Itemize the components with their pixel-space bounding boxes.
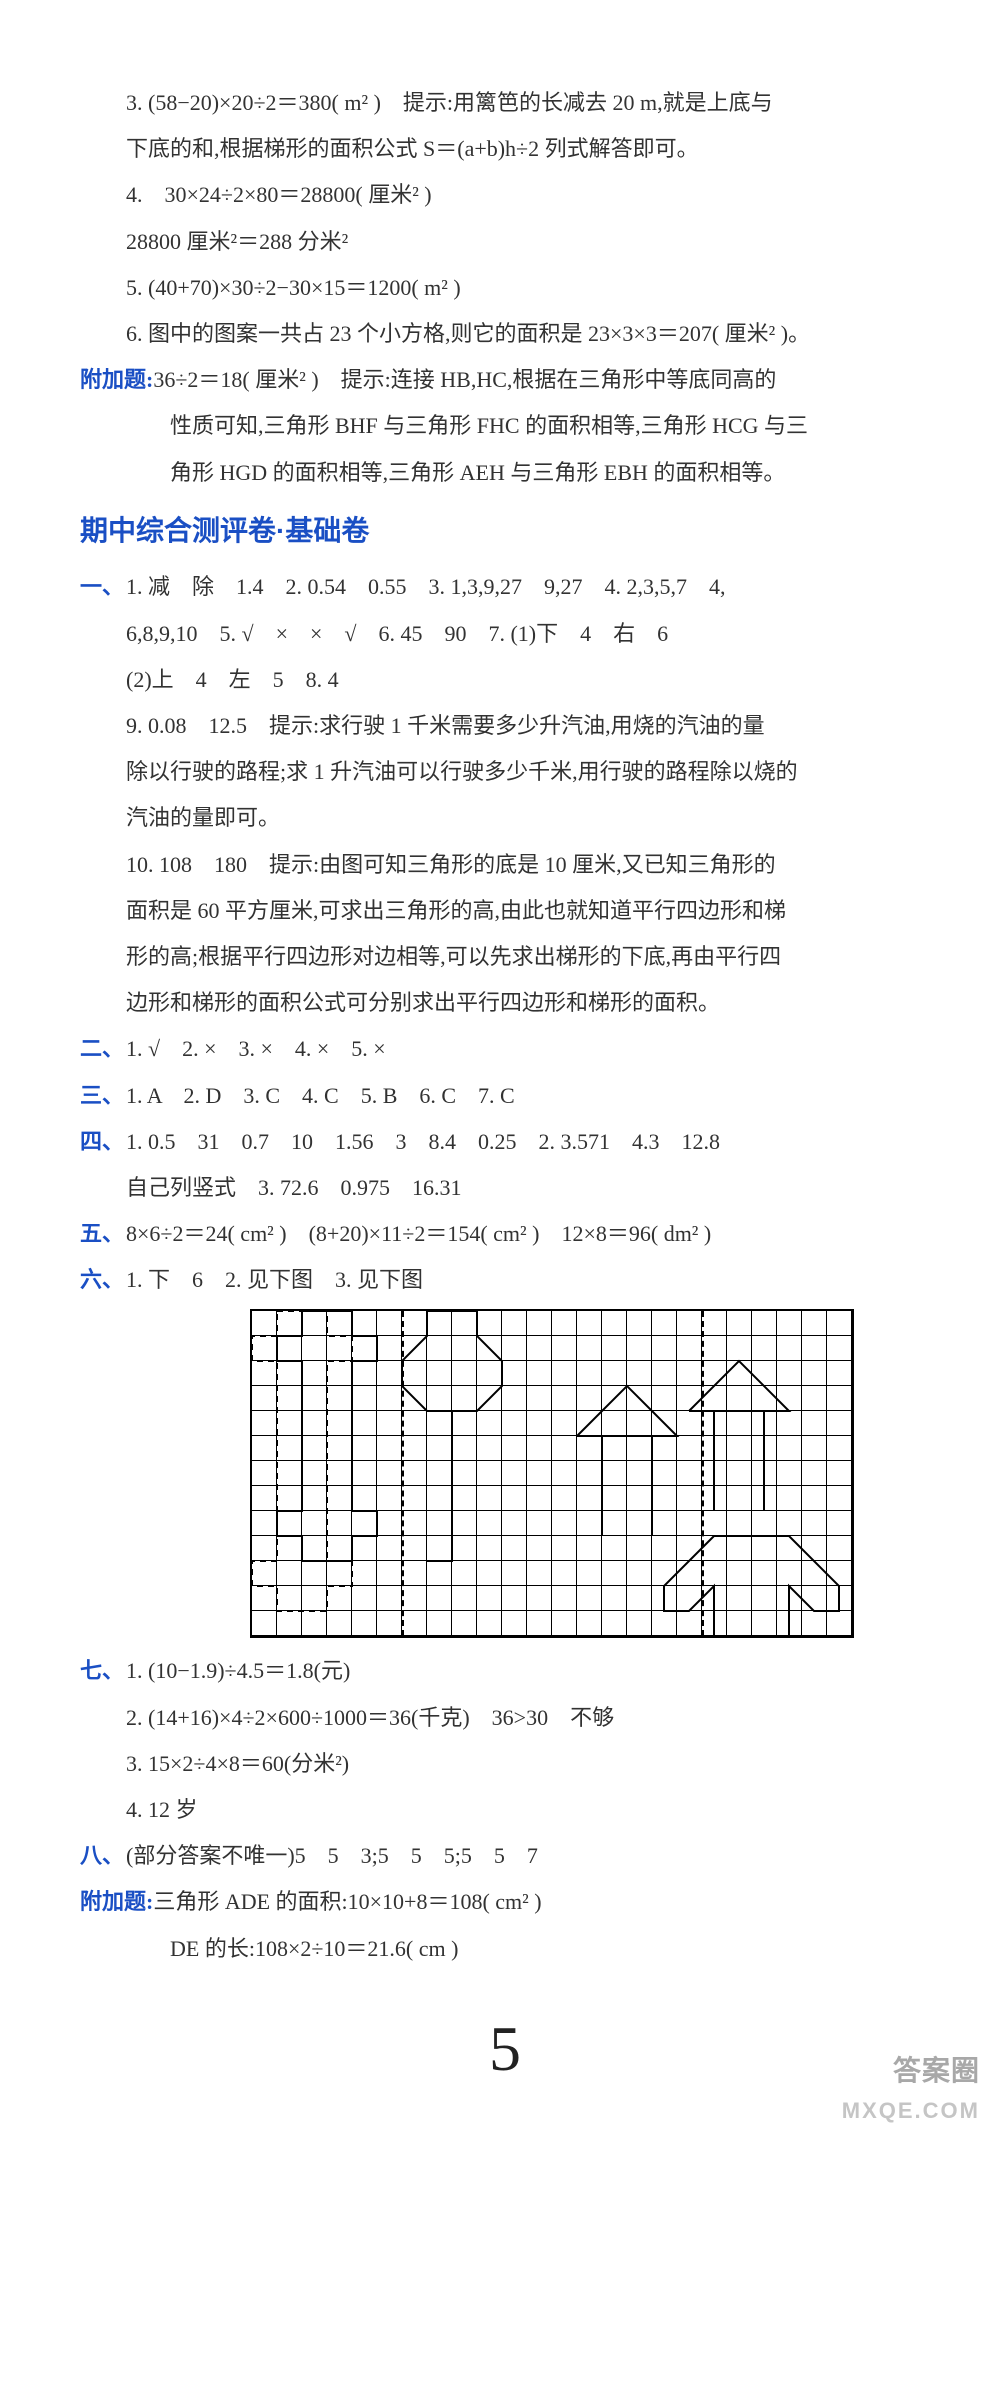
s1-l8: 面积是 60 平方厘米,可求出三角形的高,由此也就知道平行四边形和梯 bbox=[126, 888, 930, 934]
section-1: 一、 1. 减 除 1.4 2. 0.54 0.55 3. 1,3,9,27 9… bbox=[80, 564, 930, 1026]
section-4: 四、 1. 0.5 31 0.7 10 1.56 3 8.4 0.25 2. 3… bbox=[80, 1119, 930, 1211]
section-heading: 期中综合测评卷·基础卷 bbox=[80, 502, 930, 561]
s2-l1: 1. √ 2. × 3. × 4. × 5. × bbox=[126, 1026, 930, 1072]
s3-l1: 1. A 2. D 3. C 4. C 5. B 6. C 7. C bbox=[126, 1073, 930, 1119]
s1-l4: 9. 0.08 12.5 提示:求行驶 1 千米需要多少升汽油,用烧的汽油的量 bbox=[126, 703, 930, 749]
section-7: 七、 1. (10−1.9)÷4.5＝1.8(元) 2. (14+16)×4÷2… bbox=[80, 1648, 930, 1833]
section-3-label: 三、 bbox=[80, 1073, 126, 1119]
top-line-5: 5. (40+70)×30÷2−30×15＝1200( m² ) bbox=[80, 265, 930, 311]
section-8-label: 八、 bbox=[80, 1833, 126, 1879]
s1-l6: 汽油的量即可。 bbox=[126, 795, 930, 841]
section-8: 八、 (部分答案不唯一)5 5 3;5 5 5;5 5 7 bbox=[80, 1833, 930, 1879]
section-7-label: 七、 bbox=[80, 1648, 126, 1833]
s7-l2: 2. (14+16)×4÷2×600÷1000＝36(千克) 36>30 不够 bbox=[126, 1695, 930, 1741]
s1-l2: 6,8,9,10 5. √ × × √ 6. 45 90 7. (1)下 4 右… bbox=[126, 611, 930, 657]
s4-l1: 1. 0.5 31 0.7 10 1.56 3 8.4 0.25 2. 3.57… bbox=[126, 1119, 930, 1165]
section-2: 二、 1. √ 2. × 3. × 4. × 5. × bbox=[80, 1026, 930, 1072]
top-line-3: 3. (58−20)×20÷2＝380( m² ) 提示:用篱笆的长减去 20 … bbox=[80, 80, 930, 126]
s7-l3: 3. 15×2÷4×8＝60(分米²) bbox=[126, 1741, 930, 1787]
section-2-label: 二、 bbox=[80, 1026, 126, 1072]
s4-l2: 自己列竖式 3. 72.6 0.975 16.31 bbox=[126, 1165, 930, 1211]
s1-l1: 1. 减 除 1.4 2. 0.54 0.55 3. 1,3,9,27 9,27… bbox=[126, 564, 930, 610]
s1-l9: 形的高;根据平行四边形对边相等,可以先求出梯形的下底,再由平行四 bbox=[126, 934, 930, 980]
grid-diagram-wrap bbox=[80, 1309, 930, 1638]
s7-l1: 1. (10−1.9)÷4.5＝1.8(元) bbox=[126, 1648, 930, 1694]
top-line-4b: 28800 厘米²＝288 分米² bbox=[80, 219, 930, 265]
grid-diagram bbox=[250, 1309, 854, 1638]
section-6: 六、 1. 下 6 2. 见下图 3. 见下图 bbox=[80, 1257, 930, 1303]
extra2-line1: 附加题:三角形 ADE 的面积:10×10+8＝108( cm² ) bbox=[80, 1879, 930, 1925]
extra2-line2: DE 的长:108×2÷10＝21.6( cm ) bbox=[80, 1926, 930, 1972]
s1-l5: 除以行驶的路程;求 1 升汽油可以行驶多少千米,用行驶的路程除以烧的 bbox=[126, 749, 930, 795]
s5-l1: 8×6÷2＝24( cm² ) (8+20)×11÷2＝154( cm² ) 1… bbox=[126, 1211, 930, 1257]
top-line-4: 4. 30×24÷2×80＝28800( 厘米² ) bbox=[80, 172, 930, 218]
extra1-line3: 角形 HGD 的面积相等,三角形 AEH 与三角形 EBH 的面积相等。 bbox=[80, 450, 930, 496]
section-3: 三、 1. A 2. D 3. C 4. C 5. B 6. C 7. C bbox=[80, 1073, 930, 1119]
extra1-text1: 36÷2＝18( 厘米² ) 提示:连接 HB,HC,根据在三角形中等底同高的 bbox=[153, 367, 776, 392]
extra1-line1: 附加题:36÷2＝18( 厘米² ) 提示:连接 HB,HC,根据在三角形中等底… bbox=[80, 357, 930, 403]
section-4-label: 四、 bbox=[80, 1119, 126, 1211]
top-line-3b: 下底的和,根据梯形的面积公式 S＝(a+b)h÷2 列式解答即可。 bbox=[80, 126, 930, 172]
extra2-label: 附加题: bbox=[80, 1889, 153, 1914]
section-5-label: 五、 bbox=[80, 1211, 126, 1257]
section-1-label: 一、 bbox=[80, 564, 126, 1026]
handwritten-page-number: 5 bbox=[80, 1982, 930, 2116]
section-6-label: 六、 bbox=[80, 1257, 126, 1303]
extra1-line2: 性质可知,三角形 BHF 与三角形 FHC 的面积相等,三角形 HCG 与三 bbox=[80, 403, 930, 449]
s8-l1: (部分答案不唯一)5 5 3;5 5 5;5 5 7 bbox=[126, 1833, 930, 1879]
s1-l7: 10. 108 180 提示:由图可知三角形的底是 10 厘米,又已知三角形的 bbox=[126, 842, 930, 888]
top-line-6: 6. 图中的图案一共占 23 个小方格,则它的面积是 23×3×3＝207( 厘… bbox=[80, 311, 930, 357]
extra2-text1: 三角形 ADE 的面积:10×10+8＝108( cm² ) bbox=[153, 1889, 541, 1914]
extra1-label: 附加题: bbox=[80, 367, 153, 392]
s7-l4: 4. 12 岁 bbox=[126, 1787, 930, 1833]
s6-l1: 1. 下 6 2. 见下图 3. 见下图 bbox=[126, 1257, 930, 1303]
s1-l3: (2)上 4 左 5 8. 4 bbox=[126, 657, 930, 703]
s1-l10: 边形和梯形的面积公式可分别求出平行四边形和梯形的面积。 bbox=[126, 980, 930, 1026]
section-5: 五、 8×6÷2＝24( cm² ) (8+20)×11÷2＝154( cm² … bbox=[80, 1211, 930, 1257]
watermark-url: MXQE.COM bbox=[842, 2088, 980, 2134]
